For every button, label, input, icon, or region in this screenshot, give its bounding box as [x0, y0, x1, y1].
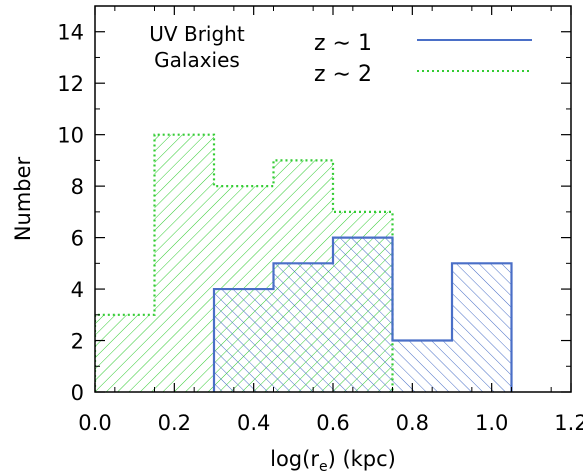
y-tick-labels: 0 2 4 6 8 10 12 14	[57, 21, 84, 405]
legend-label-z1: z ∼ 1	[314, 31, 372, 56]
bar-z1-bin-2	[333, 237, 393, 392]
bar-z1-bin-0	[214, 289, 274, 392]
y-tick-label: 6	[71, 227, 84, 251]
y-axis-label: Number	[11, 156, 35, 241]
y-tick-label: 10	[57, 124, 84, 148]
y-tick-label: 12	[57, 72, 84, 96]
x-tick-label: 0.8	[396, 411, 429, 435]
x-tick-label: 0.4	[237, 411, 270, 435]
bar-z1-bin-4	[452, 263, 512, 392]
x-tick-label: 1.0	[475, 411, 508, 435]
legend-label-z2: z ∼ 2	[314, 62, 372, 87]
histogram-outline-z2	[95, 133, 394, 392]
legend: z ∼ 1 z ∼ 2	[314, 31, 532, 87]
bar-z1-bin-1	[273, 263, 333, 392]
x-tick-label: 0.0	[78, 411, 111, 435]
histogram-outlines	[95, 133, 513, 392]
y-tick-label: 4	[71, 278, 84, 302]
y-tick-label: 2	[71, 330, 84, 354]
annotation-line-2: Galaxies	[154, 48, 240, 72]
histogram-bars	[95, 134, 512, 392]
bar-z1-bin-3	[392, 340, 452, 392]
x-axis-label: log(re) (kpc)	[270, 447, 396, 474]
y-tick-label: 8	[71, 175, 84, 199]
x-tick-label: 0.6	[316, 411, 349, 435]
y-tick-label: 14	[57, 21, 84, 45]
x-tick-labels: 0.0 0.2 0.4 0.6 0.8 1.0 1.2	[78, 411, 583, 435]
y-tick-label: 0	[71, 381, 84, 405]
x-tick-label: 0.2	[158, 411, 191, 435]
bar-z2-bin-1	[154, 134, 214, 392]
axis-ticks	[94, 6, 572, 393]
x-tick-label: 1.2	[554, 411, 583, 435]
bar-z2-bin-0	[95, 314, 155, 392]
histogram-outline-z1	[212, 236, 513, 392]
annotation-line-1: UV Bright	[149, 22, 245, 46]
